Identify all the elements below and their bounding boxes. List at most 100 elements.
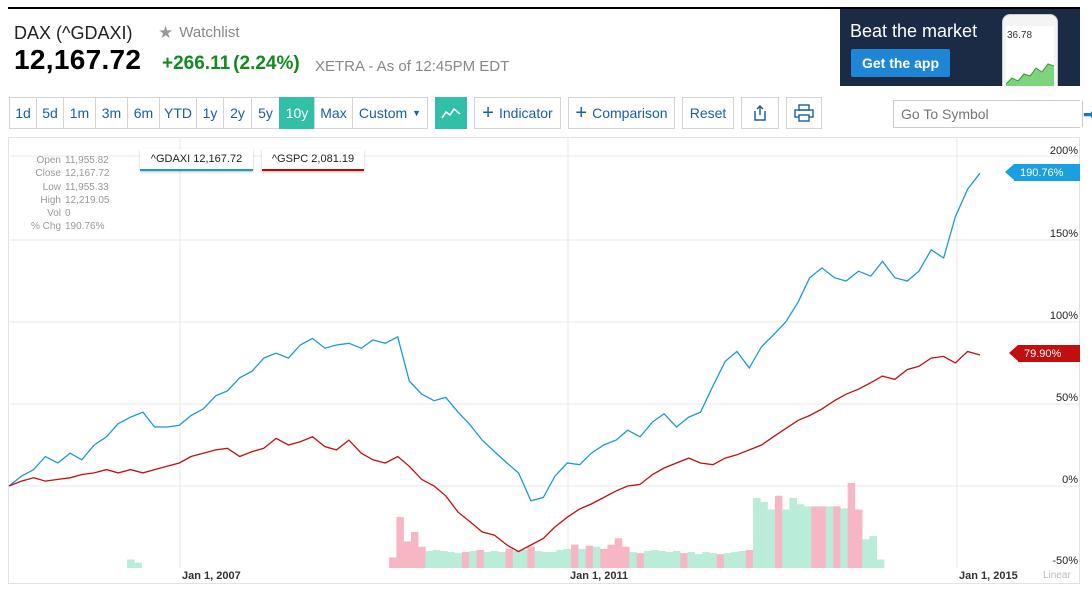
x-tick-label: Jan 1, 2007 (182, 570, 241, 582)
volume-bar (753, 497, 761, 568)
phone-screen (1005, 26, 1055, 86)
volume-bar (702, 552, 710, 568)
volume-bar (876, 559, 885, 568)
app-ad-banner[interactable]: Beat the market Get the app 36.78 (840, 9, 1080, 86)
stat-value: 190.76% (65, 221, 105, 233)
volume-bar (614, 538, 623, 568)
stat-label: Vol (47, 208, 61, 220)
volume-bar (651, 549, 659, 568)
chart-toolbar: 1d 5d 1m 3m 6m YTD 1y 2y 5y 10y Max Custom ▼ + Indic… (9, 97, 822, 129)
volume-bar (629, 552, 637, 568)
volume-bar (672, 551, 681, 568)
symbol-title: DAX (^GDAXI) (14, 23, 133, 43)
volume-bar (687, 552, 696, 568)
phone-image: 36.78 (1002, 14, 1058, 86)
volume-bar (127, 559, 135, 568)
volume-bar (745, 549, 754, 568)
ohlc-stats: Open 11,955.82 Close 12,167.72 Low 11,955.33 H… (20, 154, 110, 234)
volume-bar (665, 552, 674, 568)
volume-bar (134, 562, 142, 568)
volume-bar (723, 553, 732, 568)
volume-bar (440, 551, 448, 568)
volume-bar (483, 552, 492, 568)
get-app-button[interactable]: Get the app (851, 49, 950, 77)
volume-bar (541, 552, 550, 568)
volume-bar (563, 548, 572, 568)
range-button-1y[interactable]: 1y (196, 97, 224, 129)
volume-bar (425, 551, 433, 568)
y-tick-label: -50% (1052, 555, 1078, 567)
volume-bar (847, 483, 856, 568)
ad-headline: Beat the market (850, 21, 978, 41)
comparison-button[interactable]: + Comparison (568, 97, 675, 129)
volume-bar (731, 552, 739, 568)
indicator-button[interactable]: + Indicator (474, 97, 561, 129)
range-button-1d[interactable]: 1d (9, 97, 37, 129)
legend-gspc[interactable]: ^GSPC 2,081.19 (262, 149, 364, 171)
chart-type-button[interactable] (435, 97, 467, 129)
custom-label: Custom (358, 105, 408, 121)
stat-value: 12,219.05 (65, 194, 110, 206)
x-tick-label: Jan 1, 2011 (570, 570, 629, 582)
volume-bar (716, 554, 725, 568)
volume-bar (600, 548, 608, 568)
volume-bar (556, 549, 565, 568)
volume-bar (418, 546, 426, 568)
volume-bar (498, 552, 506, 568)
stat-row: % Chg 190.76% (20, 220, 110, 233)
go-to-symbol-input[interactable] (894, 101, 1082, 127)
stat-row: Vol 0 (20, 207, 110, 220)
volume-bar (818, 506, 827, 568)
volume-bar (796, 504, 805, 568)
stat-row: Close 12,167.72 (20, 167, 110, 180)
volume-bar (738, 551, 746, 568)
change-percent: (2.24%) (233, 53, 300, 74)
y-tick-label: 200% (1049, 145, 1078, 157)
go-arrow-button[interactable]: ➡ (1082, 101, 1092, 127)
gdaxi-series-line (8, 172, 981, 502)
volume-bar (512, 551, 521, 568)
volume-bar (760, 502, 768, 568)
volume-bar (709, 553, 717, 568)
volume-bar (680, 553, 688, 568)
change-value: +266.11 (162, 53, 231, 74)
volume-bar (840, 508, 848, 568)
arrow-right-icon: ➡ (1083, 105, 1092, 122)
volume-bar (622, 546, 630, 568)
range-button-3m[interactable]: 3m (95, 97, 128, 129)
stat-label: Low (42, 181, 61, 193)
custom-range-dropdown[interactable]: Custom ▼ (352, 97, 428, 129)
volume-bar (476, 549, 484, 568)
stat-value: 11,955.33 (65, 181, 109, 193)
watchlist-label: Watchlist (179, 24, 240, 41)
legend-gdaxi[interactable]: ^GDAXI 12,167.72 (140, 149, 253, 171)
watchlist-button[interactable]: ★ Watchlist (158, 24, 240, 41)
volume-bar (658, 551, 666, 568)
plus-icon: + (575, 102, 588, 124)
volume-bar (782, 509, 790, 568)
stat-label: Close (35, 168, 61, 180)
volume-bar (534, 551, 543, 568)
volume-bar (592, 546, 601, 568)
volume-bar (774, 495, 783, 568)
volume-bar (811, 506, 819, 568)
stat-value: 12,167.72 (65, 168, 110, 180)
reset-button[interactable]: Reset (682, 97, 734, 129)
share-button[interactable] (741, 97, 779, 129)
phone-value: 36.78 (1007, 30, 1033, 41)
volume-bar (454, 553, 463, 568)
scale-mode-label[interactable]: Linear (1043, 570, 1071, 581)
range-button-6m[interactable]: 6m (127, 97, 160, 129)
y-tick-label: 50% (1055, 392, 1078, 404)
volume-bar (491, 551, 499, 568)
stat-label: Open (36, 155, 61, 166)
volume-bar (862, 539, 870, 568)
volume-bar (607, 544, 615, 568)
volume-bar (578, 548, 586, 568)
range-selector: 1d 5d 1m 3m 6m YTD 1y 2y 5y 10y Max (9, 97, 353, 129)
volume-bar (549, 552, 557, 568)
volume-bar (789, 497, 797, 568)
print-button[interactable] (786, 97, 822, 129)
